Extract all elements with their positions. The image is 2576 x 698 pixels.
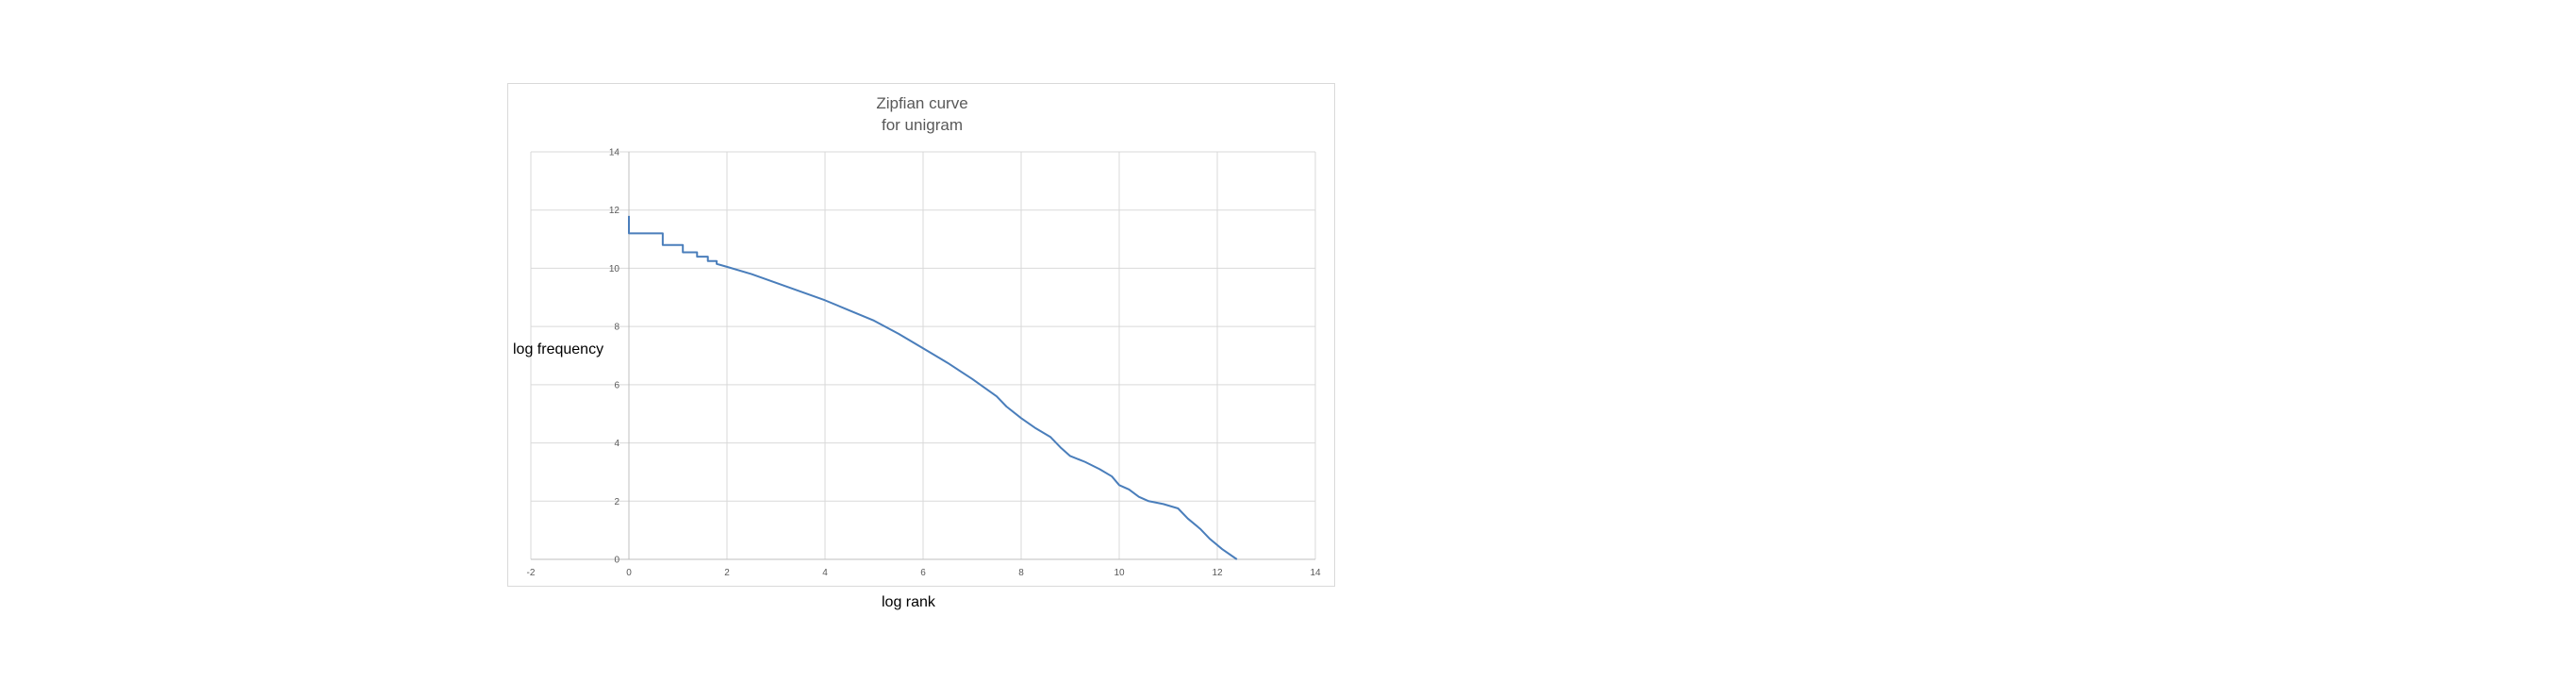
x-tick-label: 8: [1018, 568, 1024, 578]
y-axis-label: log frequency: [513, 341, 604, 357]
chart-plot: -2 0 2 4 6 8 10 12 14 0 2 4 6 8 10 12 14 Zipfian curve fo…: [527, 94, 1321, 579]
x-tick-label: 0: [626, 568, 632, 578]
y-tick-label: 0: [614, 556, 619, 566]
x-tick-label: 14: [1310, 568, 1321, 578]
series-line: [628, 215, 1238, 560]
y-tick-label: 6: [614, 380, 619, 391]
y-tick-label: 8: [614, 323, 619, 333]
chart-title: Zipfian curve for unigram: [876, 94, 967, 134]
tick-labels: -2 0 2 4 6 8 10 12 14 0 2 4 6 8 10 12 14: [527, 148, 1321, 579]
x-tick-label: 12: [1212, 568, 1223, 578]
data-series: [628, 215, 1238, 560]
x-tick-label: 6: [920, 568, 926, 578]
y-tick-label: 2: [614, 497, 619, 507]
x-tick-label: 10: [1114, 568, 1125, 578]
y-tick-label: 10: [609, 264, 620, 274]
y-tick-label: 4: [614, 439, 619, 449]
x-tick-label: 2: [724, 568, 730, 578]
x-tick-label: 4: [822, 568, 828, 578]
x-tick-label: -2: [527, 568, 536, 578]
x-axis-label: log rank: [882, 594, 935, 610]
y-tick-label: 12: [609, 206, 620, 216]
chart-title-line: for unigram: [882, 116, 963, 134]
y-tick-label: 14: [609, 148, 620, 158]
gridlines: [530, 151, 1316, 560]
chart-title-line: Zipfian curve: [876, 94, 967, 112]
chart-area: -2 0 2 4 6 8 10 12 14 0 2 4 6 8 10 12 14 Zipfian curve fo…: [507, 83, 1335, 587]
